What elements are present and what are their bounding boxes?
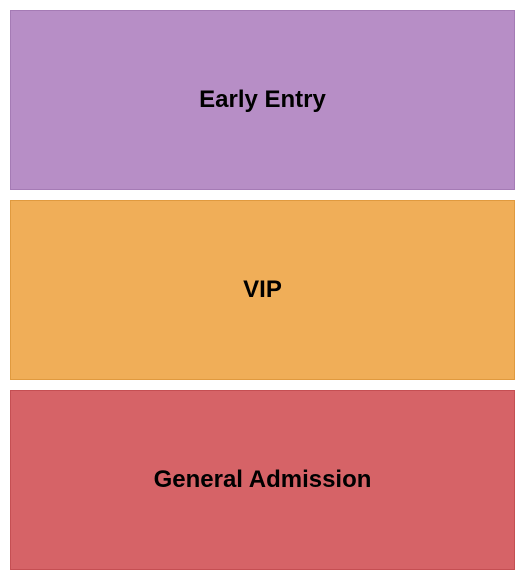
section-early-entry: Early Entry — [10, 10, 515, 190]
section-vip: VIP — [10, 200, 515, 380]
section-label: Early Entry — [199, 86, 326, 114]
section-general-admission: General Admission — [10, 390, 515, 570]
section-label: VIP — [243, 276, 282, 304]
section-label: General Admission — [154, 466, 372, 494]
